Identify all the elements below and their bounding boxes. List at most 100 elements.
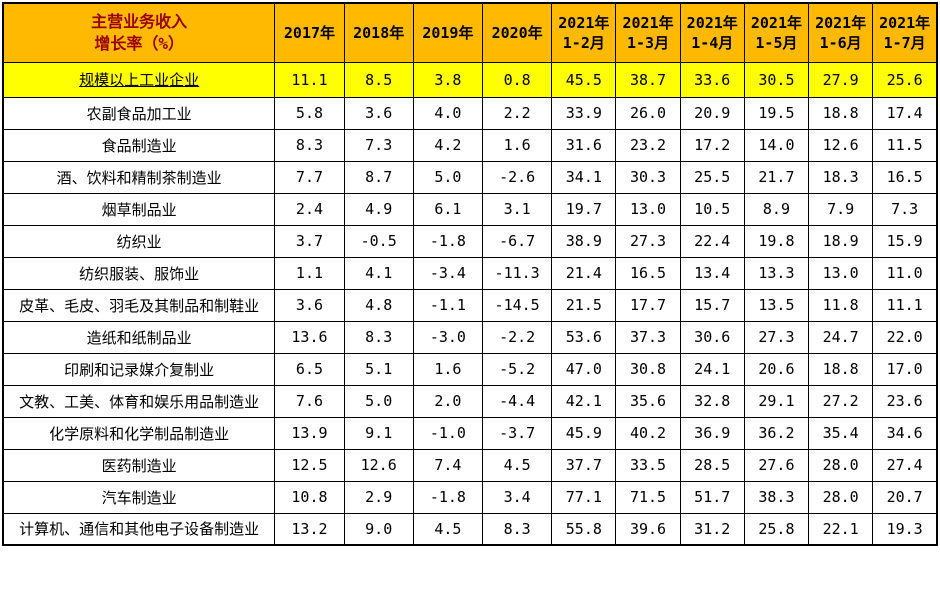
- column-header: 2021年 1-5月: [743, 2, 810, 63]
- column-header: 2021年 1-7月: [872, 2, 938, 63]
- value-cell: 1.6: [412, 352, 484, 386]
- value-cell: 3.1: [482, 192, 553, 226]
- table-row: 农副食品加工业 5.8 3.6 4.0 2.2 33.9 26.0 20.9 19.5 18.8 1…: [2, 96, 938, 130]
- value-cell: 2.0: [412, 384, 484, 418]
- table-row: 烟草制品业 2.4 4.9 6.1 3.1 19.7 13.0 10.5 8.9 7.9 7.3: [2, 192, 938, 226]
- value-cell: 13.0: [615, 192, 681, 226]
- value-cell: 33.5: [615, 448, 681, 482]
- value-cell: 36.9: [679, 416, 745, 450]
- value-cell: 53.6: [551, 320, 617, 354]
- value-cell: 25.6: [872, 61, 938, 98]
- column-header: 2021年 1-3月: [615, 2, 681, 63]
- row-label: 汽车制造业: [2, 480, 276, 514]
- value-cell: 33.6: [679, 61, 745, 98]
- table-row: 医药制造业 12.5 12.6 7.4 4.5 37.7 33.5 28.5 27.6 28.0 2…: [2, 448, 938, 482]
- table-wrapper: 主营业务收入 增长率（%） 2017年 2018年 2019年 2020年 2021年 …: [2, 2, 938, 546]
- row-label: 医药制造业: [2, 448, 276, 482]
- table-row: 文教、工美、体育和娱乐用品制造业 7.6 5.0 2.0 -4.4 42.1 35.6 32.…: [2, 384, 938, 418]
- table-row: 汽车制造业 10.8 2.9 -1.8 3.4 77.1 71.5 51.7 38.3 28.0 2…: [2, 480, 938, 514]
- value-cell: 5.8: [274, 96, 345, 130]
- value-cell: 18.9: [808, 224, 874, 258]
- row-label: 农副食品加工业: [2, 96, 276, 130]
- row-label: 皮革、毛皮、羽毛及其制品和制鞋业: [2, 288, 276, 322]
- value-cell: 2.2: [482, 96, 553, 130]
- value-cell: 6.5: [274, 352, 345, 386]
- value-cell: 19.5: [743, 96, 810, 130]
- value-cell: 20.9: [679, 96, 745, 130]
- row-label: 印刷和记录媒介复制业: [2, 352, 276, 386]
- table-row: 皮革、毛皮、羽毛及其制品和制鞋业 3.6 4.8 -1.1 -14.5 21.5 17.7 1…: [2, 288, 938, 322]
- value-cell: 17.0: [872, 352, 938, 386]
- table-row: 造纸和纸制品业 13.6 8.3 -3.0 -2.2 53.6 37.3 30.6 27.3 24…: [2, 320, 938, 354]
- value-cell: 5.0: [412, 160, 484, 194]
- value-cell: 7.6: [274, 384, 345, 418]
- value-cell: 6.1: [412, 192, 484, 226]
- value-cell: 15.9: [872, 224, 938, 258]
- value-cell: 12.6: [343, 448, 414, 482]
- value-cell: -6.7: [482, 224, 553, 258]
- table-title: 主营业务收入 增长率（%）: [2, 2, 276, 63]
- value-cell: 28.0: [808, 448, 874, 482]
- value-cell: 34.1: [551, 160, 617, 194]
- value-cell: 10.5: [679, 192, 745, 226]
- value-cell: 20.7: [872, 480, 938, 514]
- value-cell: 21.4: [551, 256, 617, 290]
- value-cell: 37.7: [551, 448, 617, 482]
- value-cell: 19.3: [872, 512, 938, 546]
- row-label: 食品制造业: [2, 128, 276, 162]
- growth-rate-table: 主营业务收入 增长率（%） 2017年 2018年 2019年 2020年 2021年 …: [2, 2, 938, 546]
- header-row: 主营业务收入 增长率（%） 2017年 2018年 2019年 2020年 2021年 …: [2, 2, 938, 63]
- value-cell: 11.5: [872, 128, 938, 162]
- value-cell: 19.8: [743, 224, 810, 258]
- value-cell: 27.9: [808, 61, 874, 98]
- row-label: 文教、工美、体育和娱乐用品制造业: [2, 384, 276, 418]
- value-cell: -5.2: [482, 352, 553, 386]
- table-row: 食品制造业 8.3 7.3 4.2 1.6 31.6 23.2 17.2 14.0 12.6 11.…: [2, 128, 938, 162]
- value-cell: 13.0: [808, 256, 874, 290]
- table-row: 印刷和记录媒介复制业 6.5 5.1 1.6 -5.2 47.0 30.8 24.1 20.6 1…: [2, 352, 938, 386]
- value-cell: -1.1: [412, 288, 484, 322]
- table-row: 纺织业 3.7 -0.5 -1.8 -6.7 38.9 27.3 22.4 19.8 18.9 15…: [2, 224, 938, 258]
- value-cell: 14.0: [743, 128, 810, 162]
- value-cell: 4.1: [343, 256, 414, 290]
- value-cell: 8.7: [343, 160, 414, 194]
- value-cell: 8.5: [343, 61, 414, 98]
- value-cell: 7.3: [343, 128, 414, 162]
- value-cell: 51.7: [679, 480, 745, 514]
- value-cell: 55.8: [551, 512, 617, 546]
- value-cell: 27.3: [615, 224, 681, 258]
- value-cell: 1.1: [274, 256, 345, 290]
- value-cell: 22.4: [679, 224, 745, 258]
- value-cell: 38.9: [551, 224, 617, 258]
- value-cell: 2.4: [274, 192, 345, 226]
- value-cell: 18.3: [808, 160, 874, 194]
- value-cell: 16.5: [615, 256, 681, 290]
- value-cell: 21.5: [551, 288, 617, 322]
- value-cell: 8.3: [343, 320, 414, 354]
- table-row: 规模以上工业企业 11.1 8.5 3.8 0.8 45.5 38.7 33.6 30.5 27.…: [2, 61, 938, 98]
- value-cell: 22.0: [872, 320, 938, 354]
- value-cell: 0.8: [482, 61, 553, 98]
- value-cell: 77.1: [551, 480, 617, 514]
- value-cell: -4.4: [482, 384, 553, 418]
- value-cell: 23.2: [615, 128, 681, 162]
- value-cell: 9.1: [343, 416, 414, 450]
- value-cell: 12.6: [808, 128, 874, 162]
- value-cell: 28.0: [808, 480, 874, 514]
- value-cell: 20.6: [743, 352, 810, 386]
- value-cell: 19.7: [551, 192, 617, 226]
- value-cell: 7.3: [872, 192, 938, 226]
- value-cell: -1.8: [412, 480, 484, 514]
- value-cell: 5.1: [343, 352, 414, 386]
- value-cell: 3.6: [343, 96, 414, 130]
- value-cell: 24.7: [808, 320, 874, 354]
- value-cell: 3.8: [412, 61, 484, 98]
- value-cell: 27.3: [743, 320, 810, 354]
- value-cell: 4.5: [482, 448, 553, 482]
- value-cell: 17.7: [615, 288, 681, 322]
- table-row: 计算机、通信和其他电子设备制造业 13.2 9.0 4.5 8.3 55.8 39.6 31.…: [2, 512, 938, 546]
- table-body: 规模以上工业企业 11.1 8.5 3.8 0.8 45.5 38.7 33.6 30.5 27.…: [2, 61, 938, 546]
- column-header: 2017年: [274, 2, 345, 63]
- value-cell: 11.1: [872, 288, 938, 322]
- row-label: 计算机、通信和其他电子设备制造业: [2, 512, 276, 546]
